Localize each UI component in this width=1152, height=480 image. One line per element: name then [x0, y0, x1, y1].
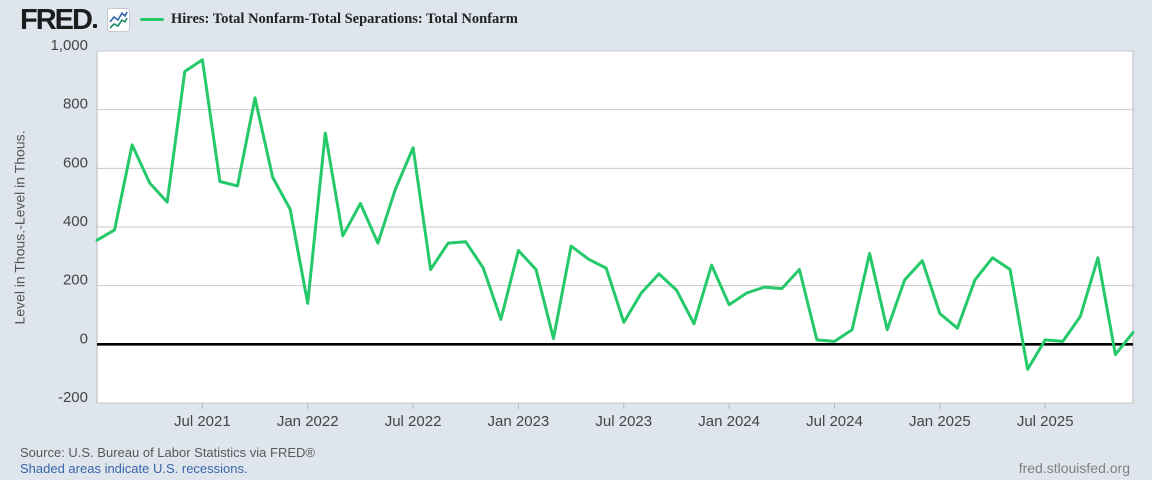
y-tick-label: 400 — [63, 213, 88, 230]
legend-series-label: Hires: Total Nonfarm-Total Separations: … — [171, 11, 518, 27]
fred-logo: FRED — [20, 4, 97, 37]
legend-line-swatch — [140, 18, 164, 21]
x-tick-label: Jan 2022 — [277, 413, 339, 430]
y-tick-label: 800 — [63, 96, 88, 113]
recession-note-link[interactable]: Shaded areas indicate U.S. recessions. — [20, 461, 248, 476]
x-tick-label: Jul 2024 — [806, 413, 863, 430]
icon-teal-line — [109, 17, 128, 29]
fred-sparkline-icon — [107, 8, 130, 32]
y-tick-label: 200 — [63, 272, 88, 289]
x-tick-label: Jul 2025 — [1017, 413, 1074, 430]
fred-logo-text: FRED — [20, 4, 93, 36]
y-tick-label: 600 — [63, 154, 88, 171]
x-tick-label: Jul 2023 — [595, 413, 652, 430]
series-line — [95, 58, 1135, 371]
x-tick-label: Jan 2025 — [909, 413, 971, 430]
x-tick-label: Jul 2022 — [385, 413, 442, 430]
icon-blue-line — [109, 11, 128, 23]
chart-legend: Hires: Total Nonfarm-Total Separations: … — [140, 11, 518, 28]
x-tick-label: Jan 2023 — [488, 413, 550, 430]
fred-site-link[interactable]: fred.stlouisfed.org — [1018, 460, 1130, 476]
x-tick-label: Jul 2021 — [174, 413, 231, 430]
y-tick-label: 1,000 — [50, 37, 88, 54]
x-tick-label: Jan 2024 — [698, 413, 760, 430]
y-tick-label: 0 — [80, 330, 88, 347]
source-attribution: Source: U.S. Bureau of Labor Statistics … — [20, 445, 315, 460]
y-tick-label: -200 — [58, 389, 88, 406]
fred-logo-registered-mark — [92, 24, 97, 28]
